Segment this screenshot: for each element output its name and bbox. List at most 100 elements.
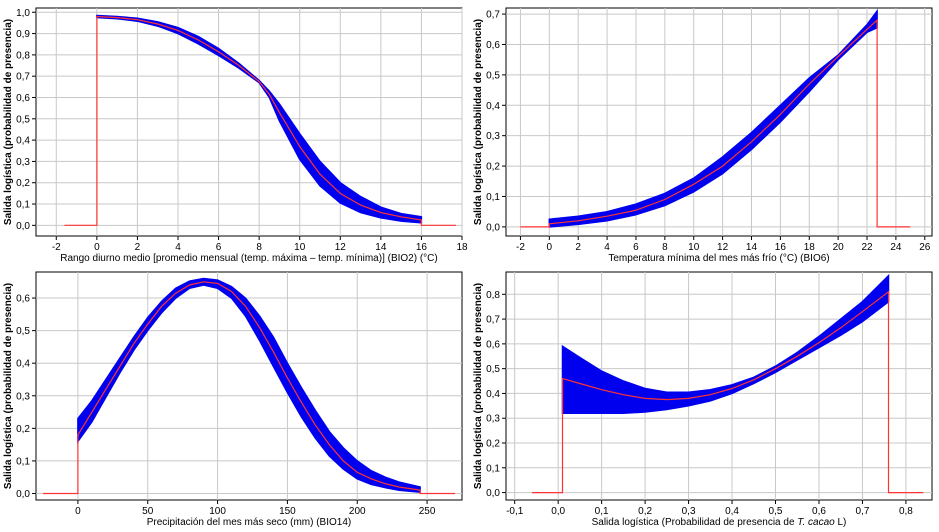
- y-tick-label: 0,0: [486, 222, 500, 233]
- mean-response-line: [520, 18, 911, 228]
- x-tick-label: -2: [52, 242, 61, 253]
- y-tick-label: 0,4: [16, 359, 30, 370]
- x-tick-label: 4: [604, 242, 610, 253]
- chart-panel-cacao: -0,1 0,0 0,1 0,2 0,3 0,4 0,5 0,6 0,7 0,8 0,0 0,1 0,2…: [470, 264, 939, 528]
- x-tick-label: 50: [142, 506, 154, 517]
- y-tick-label: 0,6: [16, 93, 30, 104]
- x-tick-label: 0,5: [769, 506, 783, 517]
- y-tick-label: 0,4: [16, 136, 30, 147]
- y-tick-label: 0,4: [486, 101, 500, 112]
- plot-frame: [505, 7, 933, 237]
- x-tick-label: 0,2: [638, 506, 652, 517]
- x-tick-label: 12: [335, 242, 347, 253]
- x-axis-label-part: Salida logística (Probabilidad de presen…: [592, 517, 798, 527]
- y-tick-label: 0,7: [486, 10, 500, 21]
- mean-response-line: [532, 290, 924, 494]
- x-tick-label: 8: [662, 242, 668, 253]
- x-tick-label: 18: [804, 242, 816, 253]
- x-tick-label: 0,1: [595, 506, 609, 517]
- x-tick-label: 100: [209, 506, 226, 517]
- y-tick-label: 0,1: [16, 456, 30, 467]
- x-tick-label: 6: [633, 242, 639, 253]
- x-tick-label: 2: [575, 242, 581, 253]
- x-tick-label: 16: [775, 242, 787, 253]
- x-tick-label: 18: [456, 242, 468, 253]
- chart-panel-bio2: -2 0 2 4 6 8 10 12 14 16 18 0,0 0,1 0,2 0,3 0,4 0,5 0,6 0,…: [0, 0, 470, 264]
- y-tick-label: 0,5: [16, 114, 30, 125]
- y-tick-label: 0,8: [486, 290, 500, 301]
- y-tick-label: 0,5: [486, 70, 500, 81]
- y-tick-label: 0,5: [486, 364, 500, 375]
- x-tick-label: 16: [416, 242, 428, 253]
- y-tick-label: 0,2: [16, 178, 30, 189]
- y-tick-label: 0,1: [486, 192, 500, 203]
- x-tick-label: 250: [419, 506, 436, 517]
- x-tick-label: 0: [547, 242, 553, 253]
- chart-panel-bio6: -2 0 2 4 6 8 10 12 14 16 18 20 22 24 26 0,0 0,1 0,2 0,3 0,4…: [470, 0, 939, 264]
- x-tick-label: 200: [349, 506, 366, 517]
- x-tick-label: 0,0: [551, 506, 565, 517]
- y-tick-label: 0,6: [486, 40, 500, 51]
- y-axis-label: Salida logística (probabilidad de presen…: [3, 19, 14, 225]
- x-axis-label-part: T. cacao: [797, 517, 835, 527]
- x-tick-label: 4: [175, 242, 181, 253]
- y-tick-label: 0,6: [486, 339, 500, 350]
- x-tick-label: 0: [94, 242, 100, 253]
- y-tick-label: 0,3: [16, 391, 30, 402]
- y-tick-label: 0,0: [16, 221, 30, 232]
- y-tick-label: 0,5: [16, 326, 30, 337]
- chart-svg-cacao: -0,1 0,0 0,1 0,2 0,3 0,4 0,5 0,6 0,7 0,8 0,0 0,1 0,2…: [473, 271, 933, 528]
- x-axis-label: Precipitación del mes más seco (mm) (BIO…: [147, 517, 352, 527]
- y-tick-label: 1,0: [16, 8, 30, 19]
- chart-panel-bio14: 0 50 100 150 200 250 0,0 0,1 0,2 0,3 0,4 0,5 0,6 Prec…: [0, 264, 470, 528]
- y-tick-label: 0,7: [486, 315, 500, 326]
- y-axis-label: Salida logística (probabilidad de presen…: [473, 19, 484, 225]
- x-tick-label: 22: [861, 242, 873, 253]
- y-tick-label: 0,1: [486, 463, 500, 474]
- x-tick-label: 0,6: [812, 506, 826, 517]
- x-tick-label: 10: [688, 242, 700, 253]
- x-tick-label: 0,7: [855, 506, 869, 517]
- plot-frame: [35, 7, 463, 237]
- y-tick-label: 0,2: [486, 162, 500, 173]
- x-tick-label: 8: [256, 242, 262, 253]
- x-tick-label: 0,3: [682, 506, 696, 517]
- mean-response-line: [43, 281, 455, 495]
- x-tick-label: 0: [75, 506, 81, 517]
- chart-svg-bio2: -2 0 2 4 6 8 10 12 14 16 18 0,0 0,1 0,2 0,3 0,4 0,5 0,6 0,…: [3, 7, 468, 264]
- x-tick-label: 150: [279, 506, 296, 517]
- x-tick-label: -0,1: [506, 506, 524, 517]
- y-tick-label: 0,1: [16, 200, 30, 211]
- x-tick-label: 6: [216, 242, 222, 253]
- y-tick-label: 0,0: [16, 489, 30, 500]
- chart-svg-bio14: 0 50 100 150 200 250 0,0 0,1 0,2 0,3 0,4 0,5 0,6 Prec…: [3, 271, 463, 528]
- x-tick-label: 14: [375, 242, 387, 253]
- y-tick-label: 0,4: [486, 389, 500, 400]
- y-axis-label: Salida logística (probabilidad de presen…: [3, 283, 14, 489]
- y-tick-label: 0,3: [16, 157, 30, 168]
- y-tick-label: 0,3: [486, 414, 500, 425]
- y-tick-label: 0,3: [486, 131, 500, 142]
- y-tick-label: 0,6: [16, 294, 30, 305]
- x-tick-label: 10: [294, 242, 306, 253]
- y-axis-label: Salida logística (probabilidad de presen…: [473, 283, 484, 489]
- y-tick-label: 0,2: [486, 439, 500, 450]
- x-tick-label: 2: [135, 242, 141, 253]
- y-tick-label: 0,8: [16, 50, 30, 61]
- x-tick-label: 14: [746, 242, 758, 253]
- chart-svg-bio6: -2 0 2 4 6 8 10 12 14 16 18 20 22 24 260,00,10,20,30,4…: [473, 7, 933, 264]
- x-tick-label: 0,4: [725, 506, 739, 517]
- x-tick-label: 24: [890, 242, 902, 253]
- x-axis-label: Temperatura mínima del mes más frío (°C)…: [608, 253, 829, 264]
- y-tick-label: 0,0: [486, 488, 500, 499]
- y-tick-label: 0,9: [16, 29, 30, 40]
- x-axis-label: Rango diurno medio [promedio mensual (te…: [60, 253, 437, 264]
- x-tick-label: 12: [717, 242, 729, 253]
- x-axis-label: Salida logística (Probabilidad de presen…: [592, 517, 847, 527]
- mean-response-line: [64, 15, 456, 226]
- x-tick-label: 0,8: [899, 506, 913, 517]
- x-tick-label: -2: [516, 242, 525, 253]
- y-tick-label: 0,7: [16, 72, 30, 83]
- x-tick-label: 20: [833, 242, 845, 253]
- y-tick-label: 0,2: [16, 424, 30, 435]
